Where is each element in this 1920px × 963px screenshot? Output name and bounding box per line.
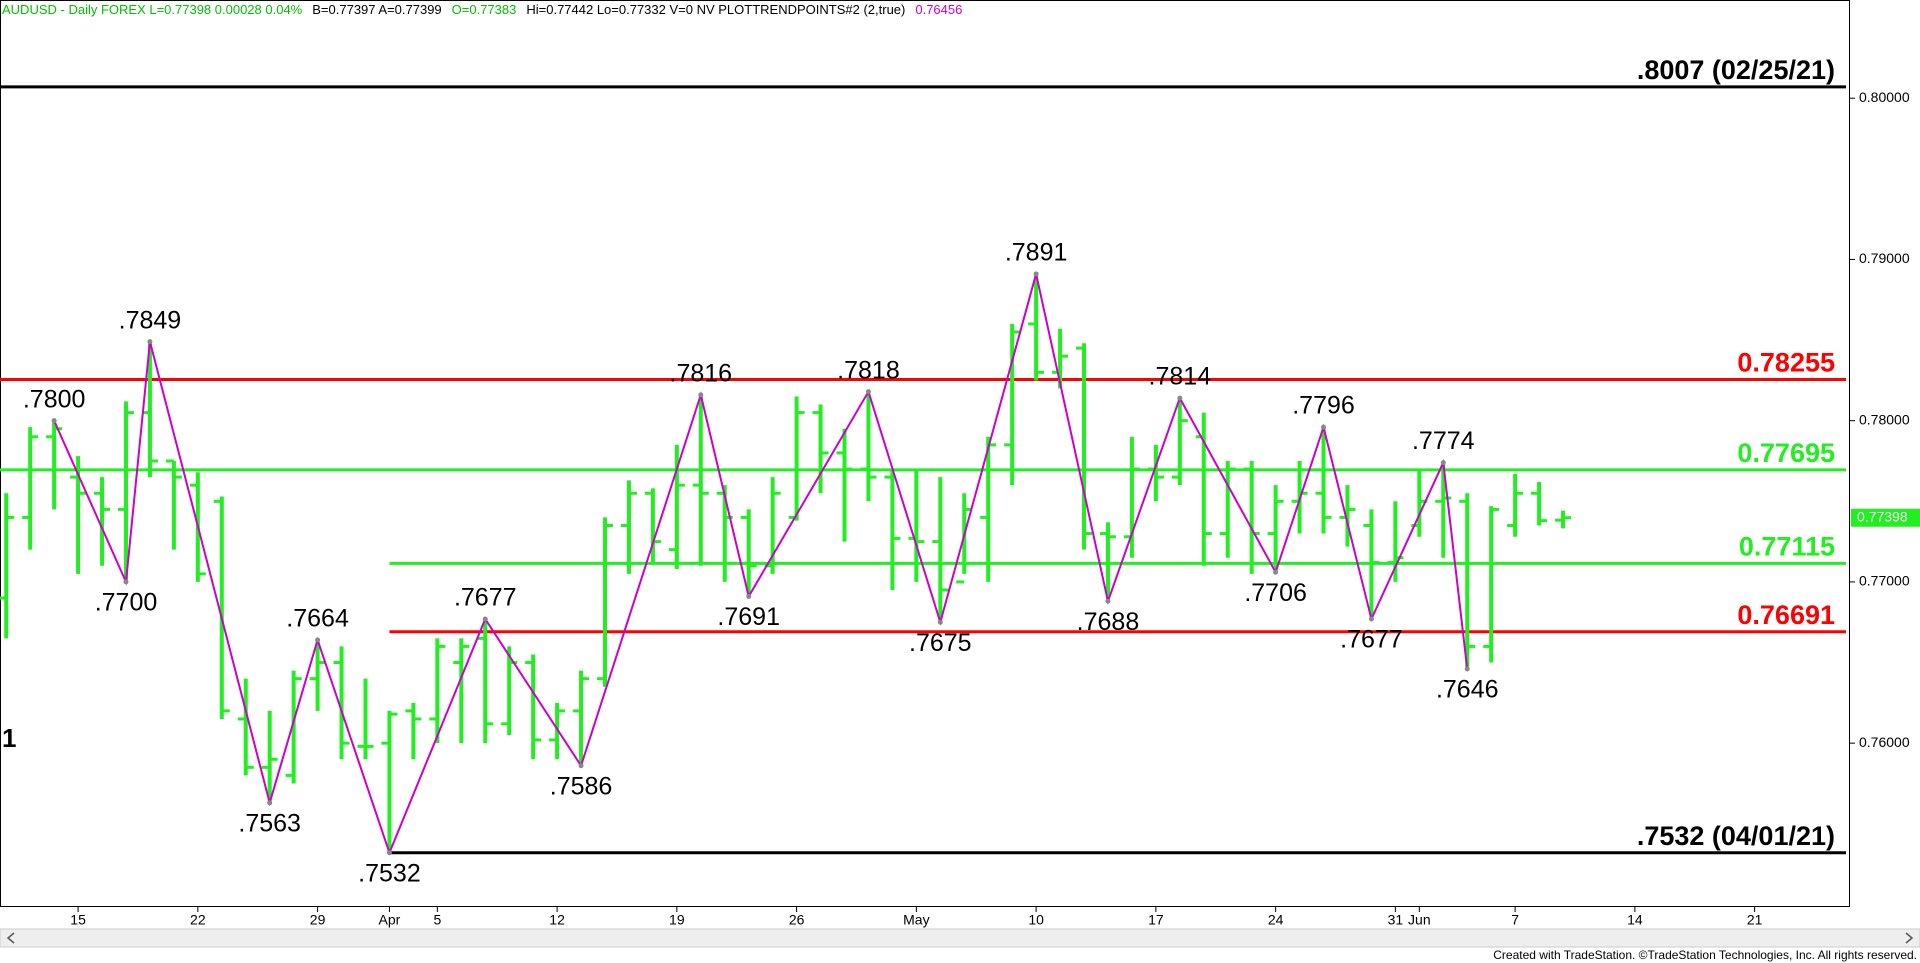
- swing-label: .7586: [550, 772, 613, 800]
- swing-label: .7563: [238, 809, 301, 837]
- swing-point: [1033, 271, 1039, 277]
- y-tick-label: 0.76000: [1859, 734, 1910, 750]
- x-tick-label: May: [903, 912, 929, 928]
- swing-point: [1273, 569, 1279, 575]
- level-label: 0.76691: [1737, 600, 1835, 630]
- scroll-left[interactable]: [6, 932, 15, 944]
- x-tick-label: 22: [190, 912, 206, 928]
- swing-label: .7664: [286, 605, 349, 633]
- swing-point: [1368, 616, 1374, 622]
- swing-label: .7816: [670, 359, 733, 387]
- swing-point: [1177, 395, 1183, 401]
- x-tick-label: 17: [1148, 912, 1164, 928]
- x-tick-label: 31: [1388, 912, 1404, 928]
- x-tick-label: 7: [1511, 912, 1519, 928]
- y-tick-label: 0.79000: [1859, 250, 1910, 266]
- swing-label: .7677: [454, 584, 517, 612]
- y-tick-label: 0.78000: [1859, 411, 1910, 427]
- swing-point: [865, 389, 871, 395]
- footer: Created with TradeStation. ©TradeStation…: [1493, 948, 1917, 962]
- swing-label: .7646: [1436, 676, 1499, 704]
- x-tick-label: 19: [669, 912, 685, 928]
- last-price-label: 0.77398: [1857, 508, 1908, 524]
- swing-label: .7700: [95, 589, 158, 617]
- y-tick-label: 0.80000: [1859, 89, 1910, 105]
- level-label: 0.77115: [1739, 531, 1835, 561]
- swing-point: [746, 593, 752, 599]
- x-tick-label: 24: [1268, 912, 1284, 928]
- swing-point: [315, 637, 321, 643]
- x-tick-label: 21: [1747, 912, 1763, 928]
- x-tick-label: 29: [310, 912, 326, 928]
- swing-label: .7849: [119, 306, 182, 334]
- swing-label: .7532: [358, 859, 421, 887]
- swing-label: .7818: [837, 356, 900, 384]
- x-tick-label: 12: [549, 912, 565, 928]
- x-tick-label: 14: [1627, 912, 1643, 928]
- swing-label: .7677: [1340, 626, 1403, 654]
- header-segment: AUDUSD - Daily FOREX L=0.77398 0.00028 0…: [2, 2, 303, 17]
- header: AUDUSD - Daily FOREX L=0.77398 0.00028 0…: [2, 2, 962, 17]
- swing-point: [482, 616, 488, 622]
- scrollbar[interactable]: [0, 928, 1920, 948]
- swing-point: [386, 850, 392, 856]
- header-segment: 0.76456: [915, 2, 962, 17]
- level-label: 0.78255: [1737, 348, 1835, 378]
- swing-point: [937, 619, 943, 625]
- swing-label: .7774: [1412, 427, 1475, 455]
- swing-label: .7891: [1005, 239, 1068, 267]
- level-label: .8007 (02/25/21): [1637, 55, 1835, 85]
- x-tick-label: 5: [433, 912, 441, 928]
- swing-point: [1105, 598, 1111, 604]
- last-price-box: [1851, 508, 1920, 527]
- header-segment: O=0.77383: [452, 2, 517, 17]
- y-tick-label: 0.77000: [1859, 573, 1910, 589]
- swing-label: .7675: [909, 629, 972, 657]
- x-tick-label: 26: [789, 912, 805, 928]
- swing-point: [267, 800, 273, 806]
- level-label: .7532 (04/01/21): [1637, 821, 1835, 851]
- scroll-right[interactable]: [1905, 932, 1914, 944]
- swing-point: [1321, 424, 1327, 430]
- swing-point: [123, 579, 129, 585]
- edge-label: 1: [2, 723, 16, 753]
- swing-label: .7691: [717, 603, 780, 631]
- swing-point: [698, 392, 704, 398]
- swing-label: .7814: [1149, 363, 1212, 391]
- x-tick-label: Jun: [1408, 912, 1431, 928]
- x-tick-label: Apr: [379, 912, 401, 928]
- swing-line: [53, 273, 1469, 856]
- swing-point: [147, 339, 153, 345]
- swing-point: [51, 418, 57, 424]
- swing-label: .7796: [1292, 392, 1355, 420]
- swing-label: .7688: [1077, 608, 1140, 636]
- level-label: 0.77695: [1737, 438, 1835, 468]
- x-tick-label: 10: [1028, 912, 1044, 928]
- plot-frame: [0, 0, 1850, 907]
- swing-label: .7706: [1244, 579, 1307, 607]
- swing-point: [1440, 460, 1446, 466]
- x-tick-label: 15: [70, 912, 86, 928]
- header-segment: B=0.77397 A=0.77399: [312, 2, 441, 17]
- header-segment: Hi=0.77442 Lo=0.77332 V=0 NV PLOTTRENDPO…: [526, 2, 905, 17]
- swing-label: .7800: [23, 385, 86, 413]
- swing-point: [578, 763, 584, 769]
- swing-point: [1464, 666, 1470, 672]
